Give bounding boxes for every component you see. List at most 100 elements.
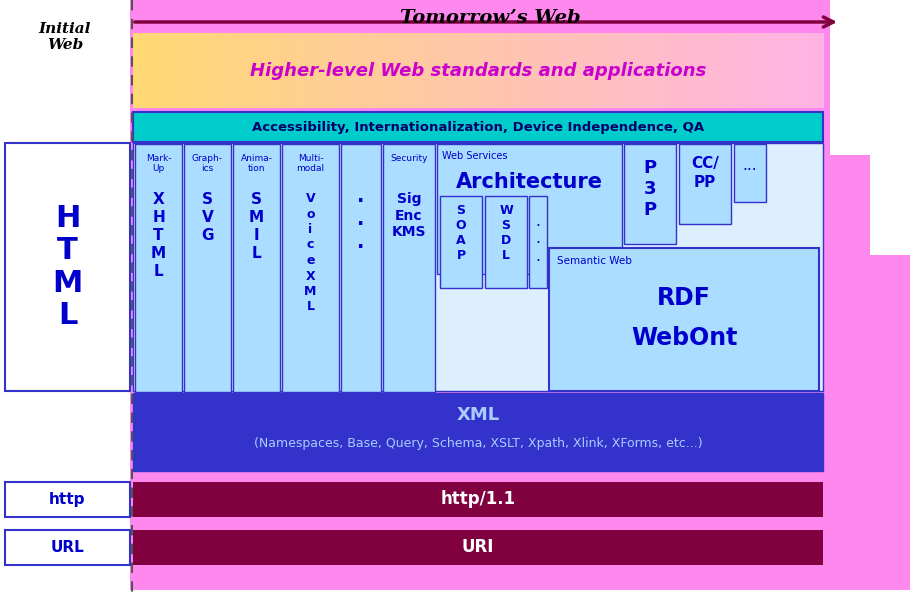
Bar	[771, 33, 778, 108]
Text: (Namespaces, Base, Query, Schema, XSLT, Xpath, Xlink, XForms, etc...): (Namespaces, Base, Query, Schema, XSLT, …	[254, 437, 703, 449]
Bar	[133, 482, 823, 517]
Bar	[777, 33, 784, 108]
Bar	[455, 33, 462, 108]
Bar	[168, 33, 174, 108]
Bar	[605, 33, 611, 108]
Bar	[748, 33, 755, 108]
Bar	[179, 33, 186, 108]
Bar	[633, 33, 640, 108]
Text: ...: ...	[743, 158, 758, 173]
Bar	[691, 33, 697, 108]
Bar	[242, 33, 249, 108]
Bar	[587, 33, 594, 108]
Bar	[248, 33, 255, 108]
Bar	[300, 33, 307, 108]
Bar	[461, 33, 467, 108]
Text: URI: URI	[462, 539, 495, 556]
Text: WebOnt: WebOnt	[631, 326, 737, 350]
Text: ·
·
·: · · ·	[357, 192, 365, 256]
Bar	[478, 33, 485, 108]
Bar	[552, 33, 560, 108]
Bar	[403, 33, 410, 108]
Bar	[369, 33, 376, 108]
Bar	[254, 33, 260, 108]
Text: RDF: RDF	[657, 286, 711, 310]
Bar	[363, 33, 370, 108]
Bar	[547, 33, 554, 108]
Bar	[910, 390, 916, 590]
Bar	[386, 33, 393, 108]
Bar	[340, 33, 347, 108]
Bar	[259, 33, 267, 108]
Bar	[191, 33, 197, 108]
Bar	[507, 33, 514, 108]
Bar	[449, 33, 456, 108]
Text: Accessibility, Internationalization, Device Independence, QA: Accessibility, Internationalization, Dev…	[252, 120, 704, 134]
Text: Architecture: Architecture	[456, 172, 603, 192]
Bar	[196, 33, 203, 108]
Text: Graph-
ics: Graph- ics	[192, 154, 223, 173]
Bar	[357, 33, 364, 108]
Bar	[529, 196, 547, 288]
Bar	[233, 144, 280, 392]
Text: X
H
T
M
L: X H T M L	[151, 192, 166, 279]
Bar	[610, 33, 617, 108]
Bar	[277, 33, 283, 108]
Bar	[680, 33, 686, 108]
Bar	[759, 33, 767, 108]
Text: V
o
i
c
e
X
M
L: V o i c e X M L	[304, 192, 317, 313]
Bar	[225, 33, 232, 108]
Bar	[616, 33, 623, 108]
Bar	[135, 144, 182, 392]
Bar	[420, 33, 427, 108]
Text: http/1.1: http/1.1	[441, 491, 516, 509]
Bar	[524, 33, 530, 108]
Bar	[322, 33, 330, 108]
Bar	[5, 143, 130, 391]
Bar	[910, 485, 916, 599]
Bar	[766, 33, 772, 108]
Bar	[639, 33, 646, 108]
Bar	[668, 33, 674, 108]
Bar	[306, 33, 312, 108]
Bar	[473, 33, 479, 108]
Text: S
V
G: S V G	[202, 192, 213, 243]
Text: Mark-
Up: Mark- Up	[146, 154, 171, 173]
Bar	[392, 33, 398, 108]
Bar	[145, 33, 151, 108]
Bar	[484, 33, 490, 108]
Bar	[443, 33, 451, 108]
Bar	[910, 250, 916, 599]
Bar	[731, 33, 737, 108]
Bar	[133, 393, 823, 471]
Bar	[345, 33, 353, 108]
Bar	[685, 33, 692, 108]
Bar	[185, 33, 191, 108]
Bar	[352, 33, 358, 108]
Bar	[559, 33, 565, 108]
Text: Tomorrow’s Web: Tomorrow’s Web	[399, 9, 581, 27]
Text: S
M
I
L: S M I L	[249, 192, 264, 261]
Bar	[622, 33, 628, 108]
Bar	[743, 33, 749, 108]
Bar	[5, 530, 130, 565]
Bar	[800, 33, 807, 108]
Bar	[812, 33, 818, 108]
Bar	[489, 33, 496, 108]
Bar	[311, 33, 318, 108]
Bar	[754, 33, 761, 108]
Text: Initial
Web: Initial Web	[38, 22, 92, 52]
Bar	[432, 33, 439, 108]
Bar	[794, 33, 801, 108]
Bar	[570, 33, 577, 108]
Bar	[673, 33, 681, 108]
Bar	[719, 33, 726, 108]
Bar	[593, 33, 600, 108]
Bar	[789, 33, 795, 108]
Bar	[5, 482, 130, 517]
Bar	[714, 33, 721, 108]
Bar	[645, 33, 651, 108]
Bar	[529, 33, 537, 108]
Bar	[341, 144, 381, 392]
Bar	[496, 33, 502, 108]
